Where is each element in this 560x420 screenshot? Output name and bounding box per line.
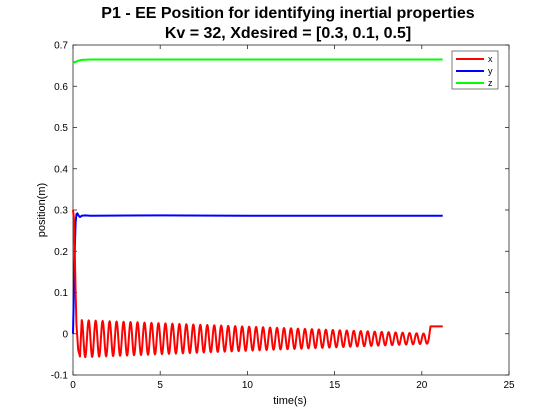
- x-tick-label: 20: [416, 380, 428, 391]
- chart-title: P1 - EE Position for identifying inertia…: [101, 5, 474, 22]
- x-tick-label: 15: [329, 380, 341, 391]
- y-tick-label: 0: [62, 329, 68, 340]
- x-tick-label: 25: [503, 380, 515, 391]
- legend-label-x: x: [488, 54, 493, 64]
- axes-box: [72, 44, 510, 376]
- chart-subtitle: Kv = 32, Xdesired = [0.3, 0.1, 0.5]: [165, 25, 411, 42]
- y-axis-label: position(m): [36, 183, 48, 237]
- x-tick-label: 0: [70, 380, 76, 391]
- series-line-z: [72, 58, 443, 64]
- legend-label-y: y: [488, 66, 493, 76]
- y-tick-label: 0.1: [54, 288, 68, 299]
- y-tick-label: 0.4: [54, 164, 68, 175]
- y-tick-label: 0.5: [54, 123, 68, 134]
- y-tick-label: -0.1: [51, 371, 69, 382]
- y-tick-label: 0.3: [54, 206, 68, 217]
- series-line-x: [72, 209, 443, 359]
- legend: xyz: [451, 50, 499, 90]
- y-tick-label: 0.7: [54, 41, 68, 52]
- x-tick-label: 10: [242, 380, 254, 391]
- series-line-y: [72, 212, 443, 334]
- x-axis: 0 5 10 15 20 25: [70, 45, 515, 391]
- series-layer: [72, 58, 443, 359]
- x-axis-label: time(s): [273, 395, 307, 407]
- y-tick-label: 0.2: [54, 247, 68, 258]
- legend-label-z: z: [488, 78, 493, 88]
- plot-area: -0.100.10.20.30.40.50.60.7 0 5 10 15 20 25: [51, 41, 515, 392]
- x-tick-label: 5: [157, 380, 163, 391]
- y-tick-label: 0.6: [54, 82, 68, 93]
